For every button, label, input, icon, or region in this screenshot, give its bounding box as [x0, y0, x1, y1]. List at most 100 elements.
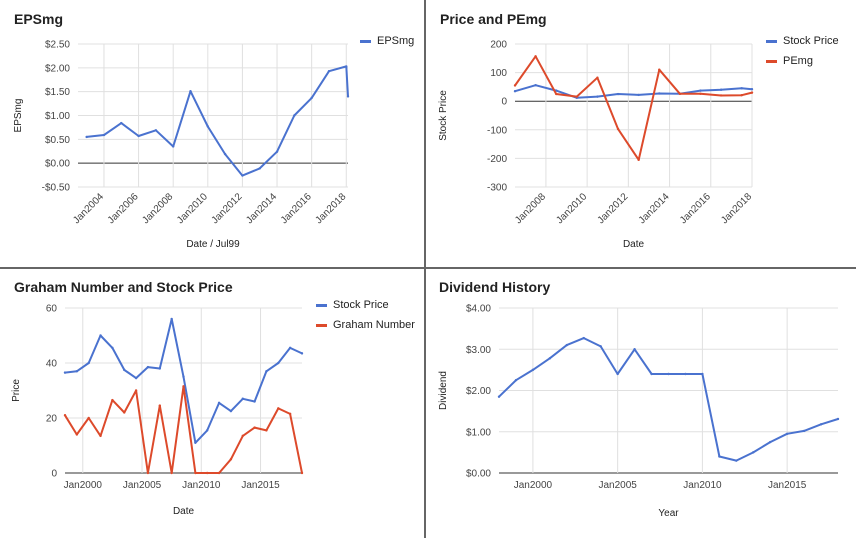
x-axis-label-graham: Date — [173, 506, 195, 517]
data-point-pemg-price-pemg — [699, 92, 702, 95]
y-tick-label-dividend: $1.00 — [466, 427, 491, 438]
data-point-stock-price-graham — [277, 361, 280, 365]
x-axis-label-epsmg: Date / Jul99 — [186, 239, 240, 250]
data-point-pemg-price-pemg — [534, 55, 537, 58]
data-point-pemg-price-pemg — [678, 92, 682, 95]
data-point-dividend-dividend — [514, 378, 518, 382]
chart-svg-dividend: Dividend History $4.00 $3.00 $2.00 $1.00 $0.0… — [438, 279, 840, 519]
x-tick-label-epsmg: Jan2014 — [244, 191, 279, 226]
y-tick-label-graham: 20 — [46, 414, 58, 425]
data-point-epsmg-epsmg — [275, 150, 279, 153]
x-tick-label-graham: Jan2000 — [64, 480, 103, 491]
y-axis-label-dividend: Dividend — [438, 371, 449, 410]
legend-label-epsmg-epsmg: EPSmg — [377, 35, 414, 47]
y-tick-label-epsmg: $1.00 — [45, 111, 70, 122]
x-tick-label-price-pemg: Jan2014 — [637, 191, 672, 226]
data-point-dividend-dividend — [836, 417, 840, 421]
y-axis-label-graham: Price — [11, 379, 22, 402]
horizontal-divider — [0, 267, 856, 269]
chart-svg-price-pemg: Price and PEmg 200 100 0 -100 -200 -300 Jan2008… — [438, 11, 839, 250]
legend-swatch-epsmg-epsmg — [360, 40, 371, 43]
data-point-dividend-dividend — [752, 451, 755, 454]
y-axis-label-epsmg: EPSmg — [13, 99, 24, 133]
chart-svg-graham: Graham Number and Stock Price 60 40 20 0 Jan2… — [11, 279, 415, 517]
x-tick-label-price-pemg: Jan2016 — [678, 191, 713, 226]
y-tick-label-price-pemg: -200 — [487, 154, 507, 165]
data-point-stock-price-price-pemg — [616, 92, 620, 96]
chart-panel-dividend: Dividend History $4.00 $3.00 $2.00 $1.00 $0.0… — [427, 271, 856, 538]
data-point-epsmg-epsmg — [310, 96, 313, 100]
chart-panel-price-pemg: Price and PEmg 200 100 0 -100 -200 -300 Jan2008… — [427, 0, 856, 267]
series-line-stock-price-graham — [64, 318, 303, 444]
data-point-dividend-dividend — [718, 455, 721, 458]
data-point-dividend-dividend — [633, 348, 636, 351]
data-point-graham-number-graham — [99, 434, 102, 438]
series-line-pemg-price-pemg — [514, 55, 753, 161]
x-tick-label-epsmg: Jan2010 — [175, 191, 210, 226]
y-tick-label-epsmg: $2.50 — [45, 40, 70, 51]
data-point-pemg-price-pemg — [616, 127, 620, 131]
data-point-stock-price-price-pemg — [513, 89, 517, 93]
y-tick-label-dividend: $0.00 — [466, 469, 491, 480]
data-point-dividend-dividend — [735, 459, 738, 462]
x-axis-label-dividend: Year — [658, 508, 679, 519]
chart-title-price-pemg: Price and PEmg — [440, 11, 547, 27]
data-point-epsmg-epsmg — [241, 174, 244, 177]
x-tick-label-price-pemg: Jan2010 — [554, 191, 589, 226]
chart-title-epsmg: EPSmg — [14, 11, 63, 27]
y-tick-label-epsmg: $1.50 — [45, 87, 70, 98]
chart-svg-epsmg: EPSmg $2.50 $2.00 $1.50 $1.00 $0.50 $0.00 -$0.5… — [13, 11, 414, 250]
data-point-graham-number-graham — [300, 471, 304, 475]
data-point-dividend-dividend — [582, 336, 585, 340]
x-axis-label-price-pemg: Date — [623, 239, 645, 250]
data-point-pemg-price-pemg — [719, 94, 723, 97]
data-point-epsmg-epsmg — [120, 121, 123, 125]
data-point-stock-price-graham — [170, 317, 173, 321]
data-point-stock-price-price-pemg — [740, 87, 743, 90]
data-point-stock-price-graham — [217, 401, 221, 405]
data-point-graham-number-graham — [146, 471, 150, 475]
data-point-stock-price-graham — [111, 346, 114, 350]
data-point-stock-price-graham — [194, 441, 197, 444]
x-tick-label-graham: Jan2015 — [241, 480, 280, 491]
data-point-stock-price-graham — [288, 346, 292, 350]
data-point-pemg-price-pemg — [596, 76, 599, 79]
data-point-dividend-dividend — [769, 440, 772, 444]
data-point-epsmg-epsmg — [206, 125, 210, 128]
legend-swatch-stock-price-price-pemg — [766, 40, 777, 43]
data-point-stock-price-graham — [63, 371, 67, 374]
data-point-dividend-dividend — [802, 429, 806, 433]
chart-title-graham: Graham Number and Stock Price — [14, 279, 233, 295]
data-point-epsmg-epsmg — [346, 95, 350, 98]
y-axis-label-price-pemg: Stock Price — [438, 90, 449, 141]
data-point-dividend-dividend — [548, 357, 552, 360]
data-point-stock-price-graham — [87, 361, 90, 365]
x-tick-label-epsmg: Jan2016 — [279, 191, 314, 226]
data-point-stock-price-graham — [241, 397, 244, 400]
data-point-dividend-dividend — [819, 423, 823, 426]
x-tick-label-dividend: Jan2015 — [768, 480, 807, 491]
data-point-epsmg-epsmg — [345, 65, 348, 68]
data-point-epsmg-epsmg — [258, 167, 261, 170]
data-point-stock-price-price-pemg — [596, 95, 599, 98]
x-tick-label-epsmg: Jan2018 — [313, 191, 348, 226]
data-point-stock-price-graham — [134, 376, 138, 380]
data-point-epsmg-epsmg — [189, 89, 192, 93]
x-tick-label-dividend: Jan2005 — [598, 480, 637, 491]
y-tick-label-price-pemg: -300 — [487, 183, 507, 194]
x-tick-label-price-pemg: Jan2008 — [513, 191, 548, 226]
x-tick-label-epsmg: Jan2008 — [140, 191, 175, 226]
data-point-stock-price-graham — [146, 365, 150, 369]
data-point-pemg-price-pemg — [740, 93, 743, 97]
data-point-graham-number-graham — [75, 433, 79, 436]
vertical-divider — [424, 0, 426, 538]
data-point-pemg-price-pemg — [575, 95, 579, 98]
data-point-stock-price-graham — [158, 367, 161, 370]
data-point-stock-price-price-pemg — [637, 93, 640, 97]
data-point-epsmg-epsmg — [154, 129, 158, 132]
series-line-epsmg-epsmg — [85, 65, 349, 177]
data-point-stock-price-price-pemg — [699, 89, 702, 92]
data-point-graham-number-graham — [87, 416, 90, 420]
x-tick-label-price-pemg: Jan2012 — [596, 191, 631, 226]
data-point-graham-number-graham — [134, 389, 138, 392]
